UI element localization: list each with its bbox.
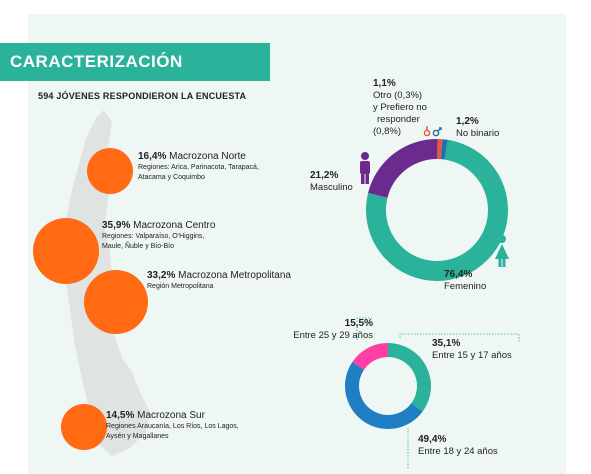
title-banner [0, 43, 270, 81]
region-sur: 14,5% Macrozona Sur Regiones Araucanía, … [106, 410, 239, 440]
label-age-25-29: 15,5% Entre 25 y 29 años [293, 318, 373, 341]
slice-no-binario [440, 139, 448, 160]
bubble-metropolitana [84, 270, 148, 334]
label-age-18-24: 49,4% Entre 18 y 24 años [418, 434, 498, 457]
label-no-binario: 1,2% No binario [456, 116, 500, 139]
slice-age-18-24 [345, 361, 423, 429]
slice-masculino [368, 139, 438, 198]
page-title: CARACTERIZACIÓN [10, 52, 183, 71]
region-norte: 16,4% Macrozona Norte Regiones: Arica, P… [138, 151, 259, 181]
label-age-15-17: 35,1% Entre 15 y 17 años [432, 338, 512, 361]
region-metropolitana: 33,2% Macrozona Metropolitana Región Met… [147, 270, 291, 290]
label-femenino: 76,4% Femenino [444, 269, 487, 292]
bubble-sur [61, 404, 107, 450]
slice-age-15-17 [388, 342, 431, 412]
otro-symbol-icon [423, 126, 431, 137]
male-icon [360, 152, 370, 184]
age-leader-25-29 [356, 317, 372, 340]
label-masculino: 21,2% Masculino [310, 170, 353, 193]
slice-otro [437, 139, 443, 160]
no-binario-symbol-icon [432, 127, 442, 137]
bubble-norte [87, 148, 133, 194]
region-centro: 35,9% Macrozona Centro Regiones: Valpara… [102, 220, 216, 250]
age-leader-15-17 [399, 333, 520, 342]
bubble-centro [33, 218, 99, 284]
survey-subtitle: 594 JÓVENES RESPONDIERON LA ENCUESTA [38, 91, 247, 101]
label-otro: 1,1% Otro (0,3%) y Prefiero no responder… [373, 78, 427, 137]
slice-age-25-29 [352, 343, 388, 370]
